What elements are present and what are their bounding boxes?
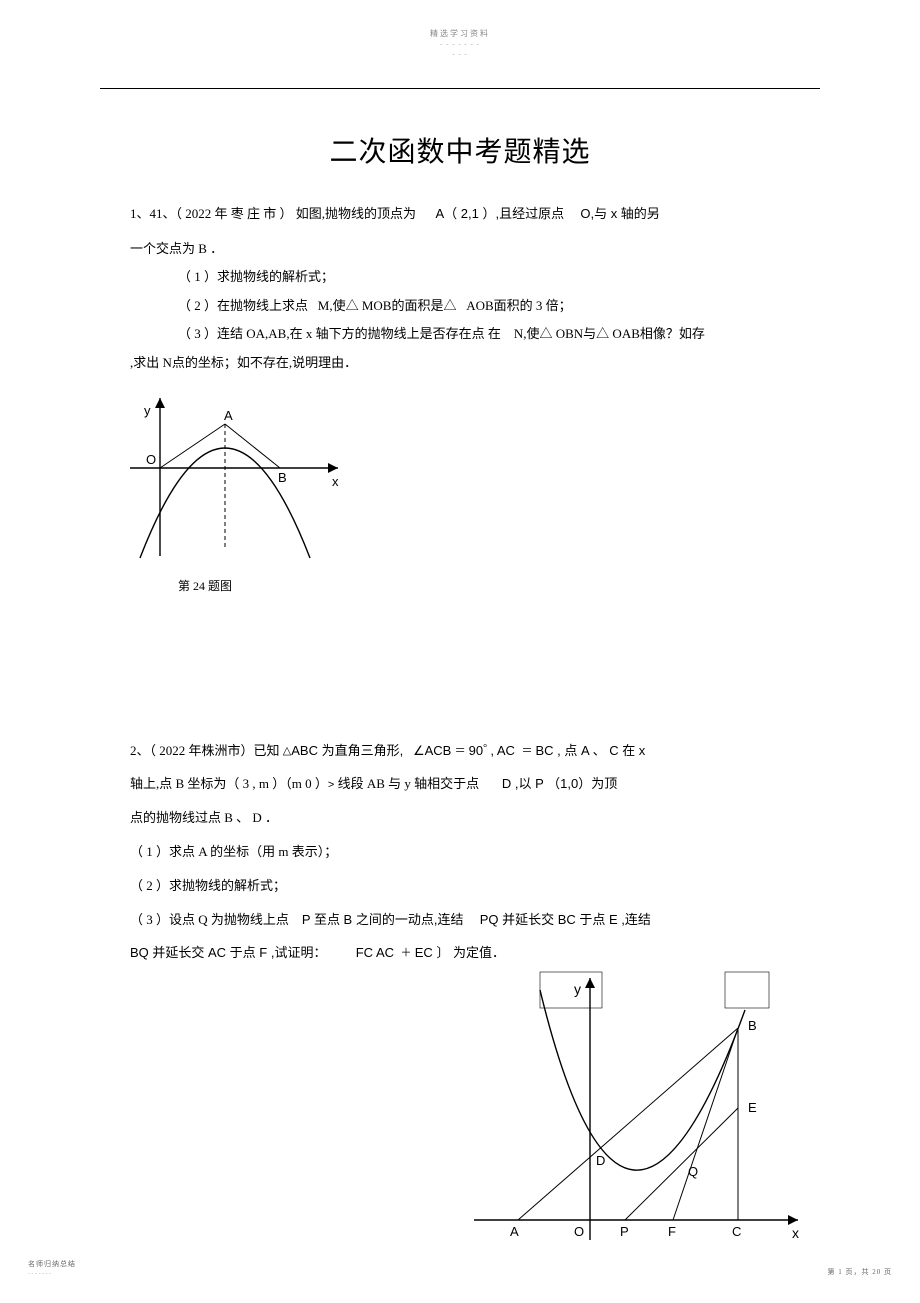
- plus-icon: ＋: [401, 947, 412, 959]
- triangle-icon: △: [283, 745, 291, 757]
- svg-text:B: B: [278, 470, 287, 485]
- q1-s3b: N,使△ OBN与△ OAB相像？如存: [514, 326, 705, 341]
- q2-s4c: EC 〕 为定值．: [415, 945, 505, 960]
- q1-l2: 一个交点为 B ．: [130, 241, 223, 256]
- svg-text:O: O: [146, 452, 156, 467]
- label-Q: Q: [688, 1164, 698, 1179]
- top-rule: [100, 88, 820, 89]
- q2-s2t: （ 2 ）求抛物线的解析式；: [130, 878, 286, 893]
- q1-line2: 一个交点为 B ．: [130, 235, 790, 264]
- footer-right: 第 1 页，共 20 页: [828, 1267, 893, 1277]
- footer-right-text: 第 1 页，共 20 页: [828, 1268, 893, 1276]
- q2-l1b: ABC 为直角三角形,: [291, 743, 403, 758]
- q1-s3a: （ 3 ）连结 OA,AB,在 x 轴下方的抛物线上是否存在点 在: [178, 326, 501, 341]
- q2-l1: 2、（ 2022 年株洲市）已知 △ABC 为直角三角形, ∠ACB ＝ 90°…: [130, 734, 790, 768]
- q1-s3e: ,求出 N点的坐标；如不存在,说明理由．: [130, 355, 357, 370]
- q2-s4b: FC AC: [356, 945, 394, 960]
- q1-sub2: （ 2 ）在抛物线上求点 M,使△ MOB的面积是△ AOB面积的 3 倍；: [130, 292, 790, 321]
- q2-s1t: （ 1 ）求点 A 的坐标（用 m 表示）；: [130, 844, 337, 859]
- document-title: 二次函数中考题精选: [130, 130, 790, 170]
- q1-s1: （ 1 ）求抛物线的解析式；: [178, 269, 334, 284]
- label-B: B: [748, 1018, 757, 1033]
- svg-text:x: x: [332, 474, 339, 489]
- figure-1-caption: 第 24 题图: [178, 577, 790, 594]
- figure-2-svg: y x A O P F C D Q B E: [470, 970, 810, 1260]
- q2-s2: （ 2 ）求抛物线的解析式；: [130, 869, 790, 903]
- figure-1-svg: y x O A B: [120, 388, 350, 568]
- eq-icon2: ＝: [521, 745, 535, 757]
- footer-left: 名师归纳总结 - - - - - - -: [28, 1259, 76, 1277]
- q1-l1c: O,与 x 轴的另: [580, 206, 659, 221]
- q2-l1c: ACB: [425, 743, 452, 758]
- q2-l2b: 线段 AB 与 y 轴相交于点: [338, 776, 480, 791]
- q2-s4: BQ 并延长交 AC 于点 F ,试证明： FC AC ＋ EC 〕 为定值．: [130, 936, 790, 970]
- label-P: P: [620, 1224, 629, 1239]
- eq-icon: ＝: [455, 745, 469, 757]
- q1-s2b: M,使△ MOB的面积是△: [318, 298, 457, 313]
- q1-s2c: AOB面积的 3 倍；: [466, 298, 571, 313]
- label-x: x: [792, 1225, 799, 1241]
- svg-text:y: y: [144, 403, 151, 418]
- figure-2: y x A O P F C D Q B E: [130, 970, 790, 1250]
- degree-icon: °: [483, 743, 487, 754]
- watermark-dashes2: - - -: [452, 50, 468, 58]
- q2-s3b: P 至点 B 之间的一动点,连结: [302, 912, 464, 927]
- q2-l2c: D ,以 P （1,0）为顶: [502, 776, 617, 791]
- q2-l1d: 90: [469, 743, 483, 758]
- footer-left-text: 名师归纳总结: [28, 1260, 76, 1268]
- q1-l1b: A（ 2,1 ）,且经过原点: [436, 206, 565, 221]
- q1-s2a: （ 2 ）在抛物线上求点: [178, 298, 308, 313]
- label-A: A: [510, 1224, 519, 1239]
- q2-l3t: 点的抛物线过点 B 、 D ．: [130, 810, 278, 825]
- q2-s3: （ 3 ）设点 Q 为抛物线上点 P 至点 B 之间的一动点,连结 PQ 并延长…: [130, 903, 790, 937]
- label-F: F: [668, 1224, 676, 1239]
- q2-s3a: （ 3 ）设点 Q 为抛物线上点: [130, 912, 289, 927]
- q1-sub3end: ,求出 N点的坐标；如不存在,说明理由．: [130, 349, 790, 378]
- q1-l1a: 1、41、（ 2022 年 枣 庄 市 ） 如图,抛物线的顶点为: [130, 206, 416, 221]
- watermark-text: 精选学习资料: [430, 29, 490, 38]
- figure-1: y x O A B 第 24 题图: [120, 388, 790, 594]
- footer-left-dashes: - - - - - - -: [28, 1271, 51, 1277]
- q1-sub1: （ 1 ）求抛物线的解析式；: [130, 263, 790, 292]
- watermark-top: 精选学习资料 - - - - - - - - - -: [0, 28, 920, 58]
- q2-block: 2、（ 2022 年株洲市）已知 △ABC 为直角三角形, ∠ACB ＝ 90°…: [130, 734, 790, 1251]
- label-E: E: [748, 1100, 757, 1115]
- q1-sub3: （ 3 ）连结 OA,AB,在 x 轴下方的抛物线上是否存在点 在 N,使△ O…: [130, 320, 790, 349]
- content-area: 二次函数中考题精选 1、41、（ 2022 年 枣 庄 市 ） 如图,抛物线的顶…: [130, 120, 790, 1250]
- q1-paragraph: 1、41、（ 2022 年 枣 庄 市 ） 如图,抛物线的顶点为 A（ 2,1 …: [130, 200, 790, 229]
- q2-l1f: BC , 点 A 、 C 在 x: [536, 743, 646, 758]
- label-C: C: [732, 1224, 741, 1239]
- q2-s1: （ 1 ）求点 A 的坐标（用 m 表示）；: [130, 835, 790, 869]
- q2-s3c: PQ 并延长交 BC 于点 E ,连结: [480, 912, 651, 927]
- q2-s4a: BQ 并延长交 AC 于点 F ,试证明：: [130, 945, 326, 960]
- label-D: D: [596, 1153, 605, 1168]
- q2-l2a: 轴上,点 B 坐标为（ 3 , m ）（m 0 ）: [130, 776, 328, 791]
- label-y: y: [574, 981, 581, 997]
- angle-icon: ∠: [413, 743, 425, 758]
- q2-l1a: 2、（ 2022 年株洲市）已知: [130, 743, 280, 758]
- svg-text:A: A: [224, 408, 233, 423]
- q2-l2: 轴上,点 B 坐标为（ 3 , m ）（m 0 ）> 线段 AB 与 y 轴相交…: [130, 767, 790, 801]
- watermark-dashes: - - - - - - -: [440, 40, 480, 48]
- q2-l3: 点的抛物线过点 B 、 D ．: [130, 801, 790, 835]
- q2-l1e: , AC: [490, 743, 515, 758]
- label-O: O: [574, 1224, 584, 1239]
